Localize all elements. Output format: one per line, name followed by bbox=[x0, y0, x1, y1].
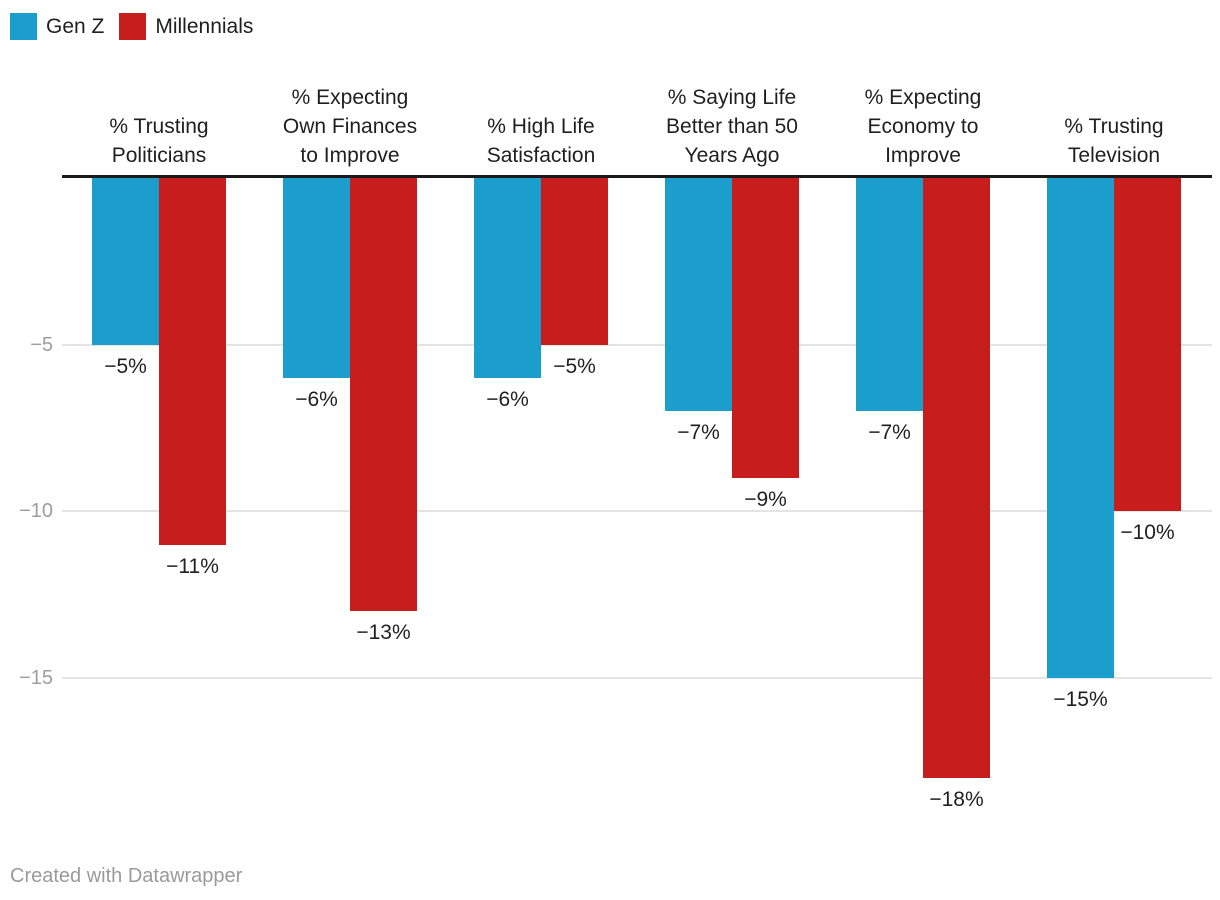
category-label--high-life-satisfaction: % High Life Satisfaction bbox=[441, 112, 641, 170]
legend: Gen Z Millennials bbox=[10, 13, 253, 40]
category-label-line: % High Life bbox=[487, 115, 595, 138]
y-tick-label: −10 bbox=[19, 500, 53, 523]
category-label-line: Television bbox=[1067, 144, 1161, 167]
category-label--trusting-television: % Trusting Television bbox=[1014, 112, 1214, 170]
bar-millennials--saying-life-better-than-50-years-ago bbox=[732, 178, 799, 478]
category-label--expecting-own-finances-to-improve: % Expecting Own Finances to Improve bbox=[250, 83, 450, 170]
data-label-gen-z--saying-life-better-than-50-years-ago: −7% bbox=[677, 421, 720, 445]
bar-millennials--high-life-satisfaction bbox=[541, 178, 608, 345]
bar-millennials--expecting-own-finances-to-improve bbox=[350, 178, 417, 612]
data-label-millennials--saying-life-better-than-50-years-ago: −9% bbox=[744, 487, 787, 511]
category-label-line: to Improve bbox=[300, 144, 400, 167]
data-label-millennials--expecting-economy-to-improve: −18% bbox=[929, 787, 984, 811]
bar-gen-z--trusting-politicians bbox=[92, 178, 159, 345]
data-label-gen-z--trusting-politicians: −5% bbox=[104, 354, 147, 378]
legend-swatch-millennials bbox=[119, 13, 147, 40]
category-label-line: % Saying Life bbox=[667, 86, 797, 109]
gridline-−15 bbox=[62, 676, 1212, 679]
category-label-line: Years Ago bbox=[684, 144, 780, 167]
data-label-gen-z--expecting-economy-to-improve: −7% bbox=[868, 421, 911, 445]
category-label--trusting-politicians: % Trusting Politicians bbox=[59, 112, 259, 170]
legend-label: Millennials bbox=[155, 15, 254, 38]
bar-millennials--expecting-economy-to-improve bbox=[923, 178, 990, 778]
y-tick-label: −15 bbox=[19, 666, 53, 689]
x-axis-baseline bbox=[62, 175, 1212, 178]
data-label-gen-z--trusting-television: −15% bbox=[1053, 687, 1108, 711]
data-label-gen-z--expecting-own-finances-to-improve: −6% bbox=[295, 387, 338, 411]
data-label-millennials--expecting-own-finances-to-improve: −13% bbox=[356, 621, 411, 645]
category-label--expecting-economy-to-improve: % Expecting Economy to Improve bbox=[823, 83, 1023, 170]
data-label-gen-z--high-life-satisfaction: −6% bbox=[486, 387, 529, 411]
category-label-line: Better than 50 bbox=[666, 115, 798, 138]
bar-millennials--trusting-television bbox=[1114, 178, 1181, 512]
category-label-line: Politicians bbox=[111, 144, 207, 167]
bar-gen-z--saying-life-better-than-50-years-ago bbox=[665, 178, 732, 412]
category-label-line: % Expecting bbox=[864, 86, 982, 109]
data-label-millennials--trusting-television: −10% bbox=[1120, 521, 1175, 545]
bar-gen-z--expecting-economy-to-improve bbox=[856, 178, 923, 412]
category-label-line: % Trusting bbox=[1064, 115, 1164, 138]
attribution-link[interactable]: Created with Datawrapper bbox=[10, 865, 243, 887]
bar-gen-z--high-life-satisfaction bbox=[474, 178, 541, 378]
data-label-millennials--high-life-satisfaction: −5% bbox=[553, 354, 596, 378]
legend-item-gen-z: Gen Z bbox=[10, 13, 104, 40]
category-label-line: Own Finances bbox=[282, 115, 418, 138]
gridline-−10 bbox=[62, 510, 1212, 513]
y-tick-label: −5 bbox=[30, 333, 53, 356]
legend-swatch-gen-z bbox=[10, 13, 37, 40]
legend-label: Gen Z bbox=[46, 15, 105, 38]
bar-gen-z--expecting-own-finances-to-improve bbox=[283, 178, 350, 378]
category-label-line: % Expecting bbox=[291, 86, 409, 109]
category-label-line: Satisfaction bbox=[486, 144, 596, 167]
bar-gen-z--trusting-television bbox=[1047, 178, 1114, 678]
category-label-line: % Trusting bbox=[109, 115, 209, 138]
data-label-millennials--trusting-politicians: −11% bbox=[166, 554, 219, 578]
category-label--saying-life-better-than-50-years-ago: % Saying Life Better than 50 Years Ago bbox=[632, 83, 832, 170]
gridline-−5 bbox=[62, 343, 1212, 346]
category-label-line: Improve bbox=[885, 144, 961, 167]
legend-item-millennials: Millennials bbox=[119, 13, 253, 40]
category-label-line: Economy to bbox=[867, 115, 979, 138]
bar-millennials--trusting-politicians bbox=[159, 178, 226, 545]
